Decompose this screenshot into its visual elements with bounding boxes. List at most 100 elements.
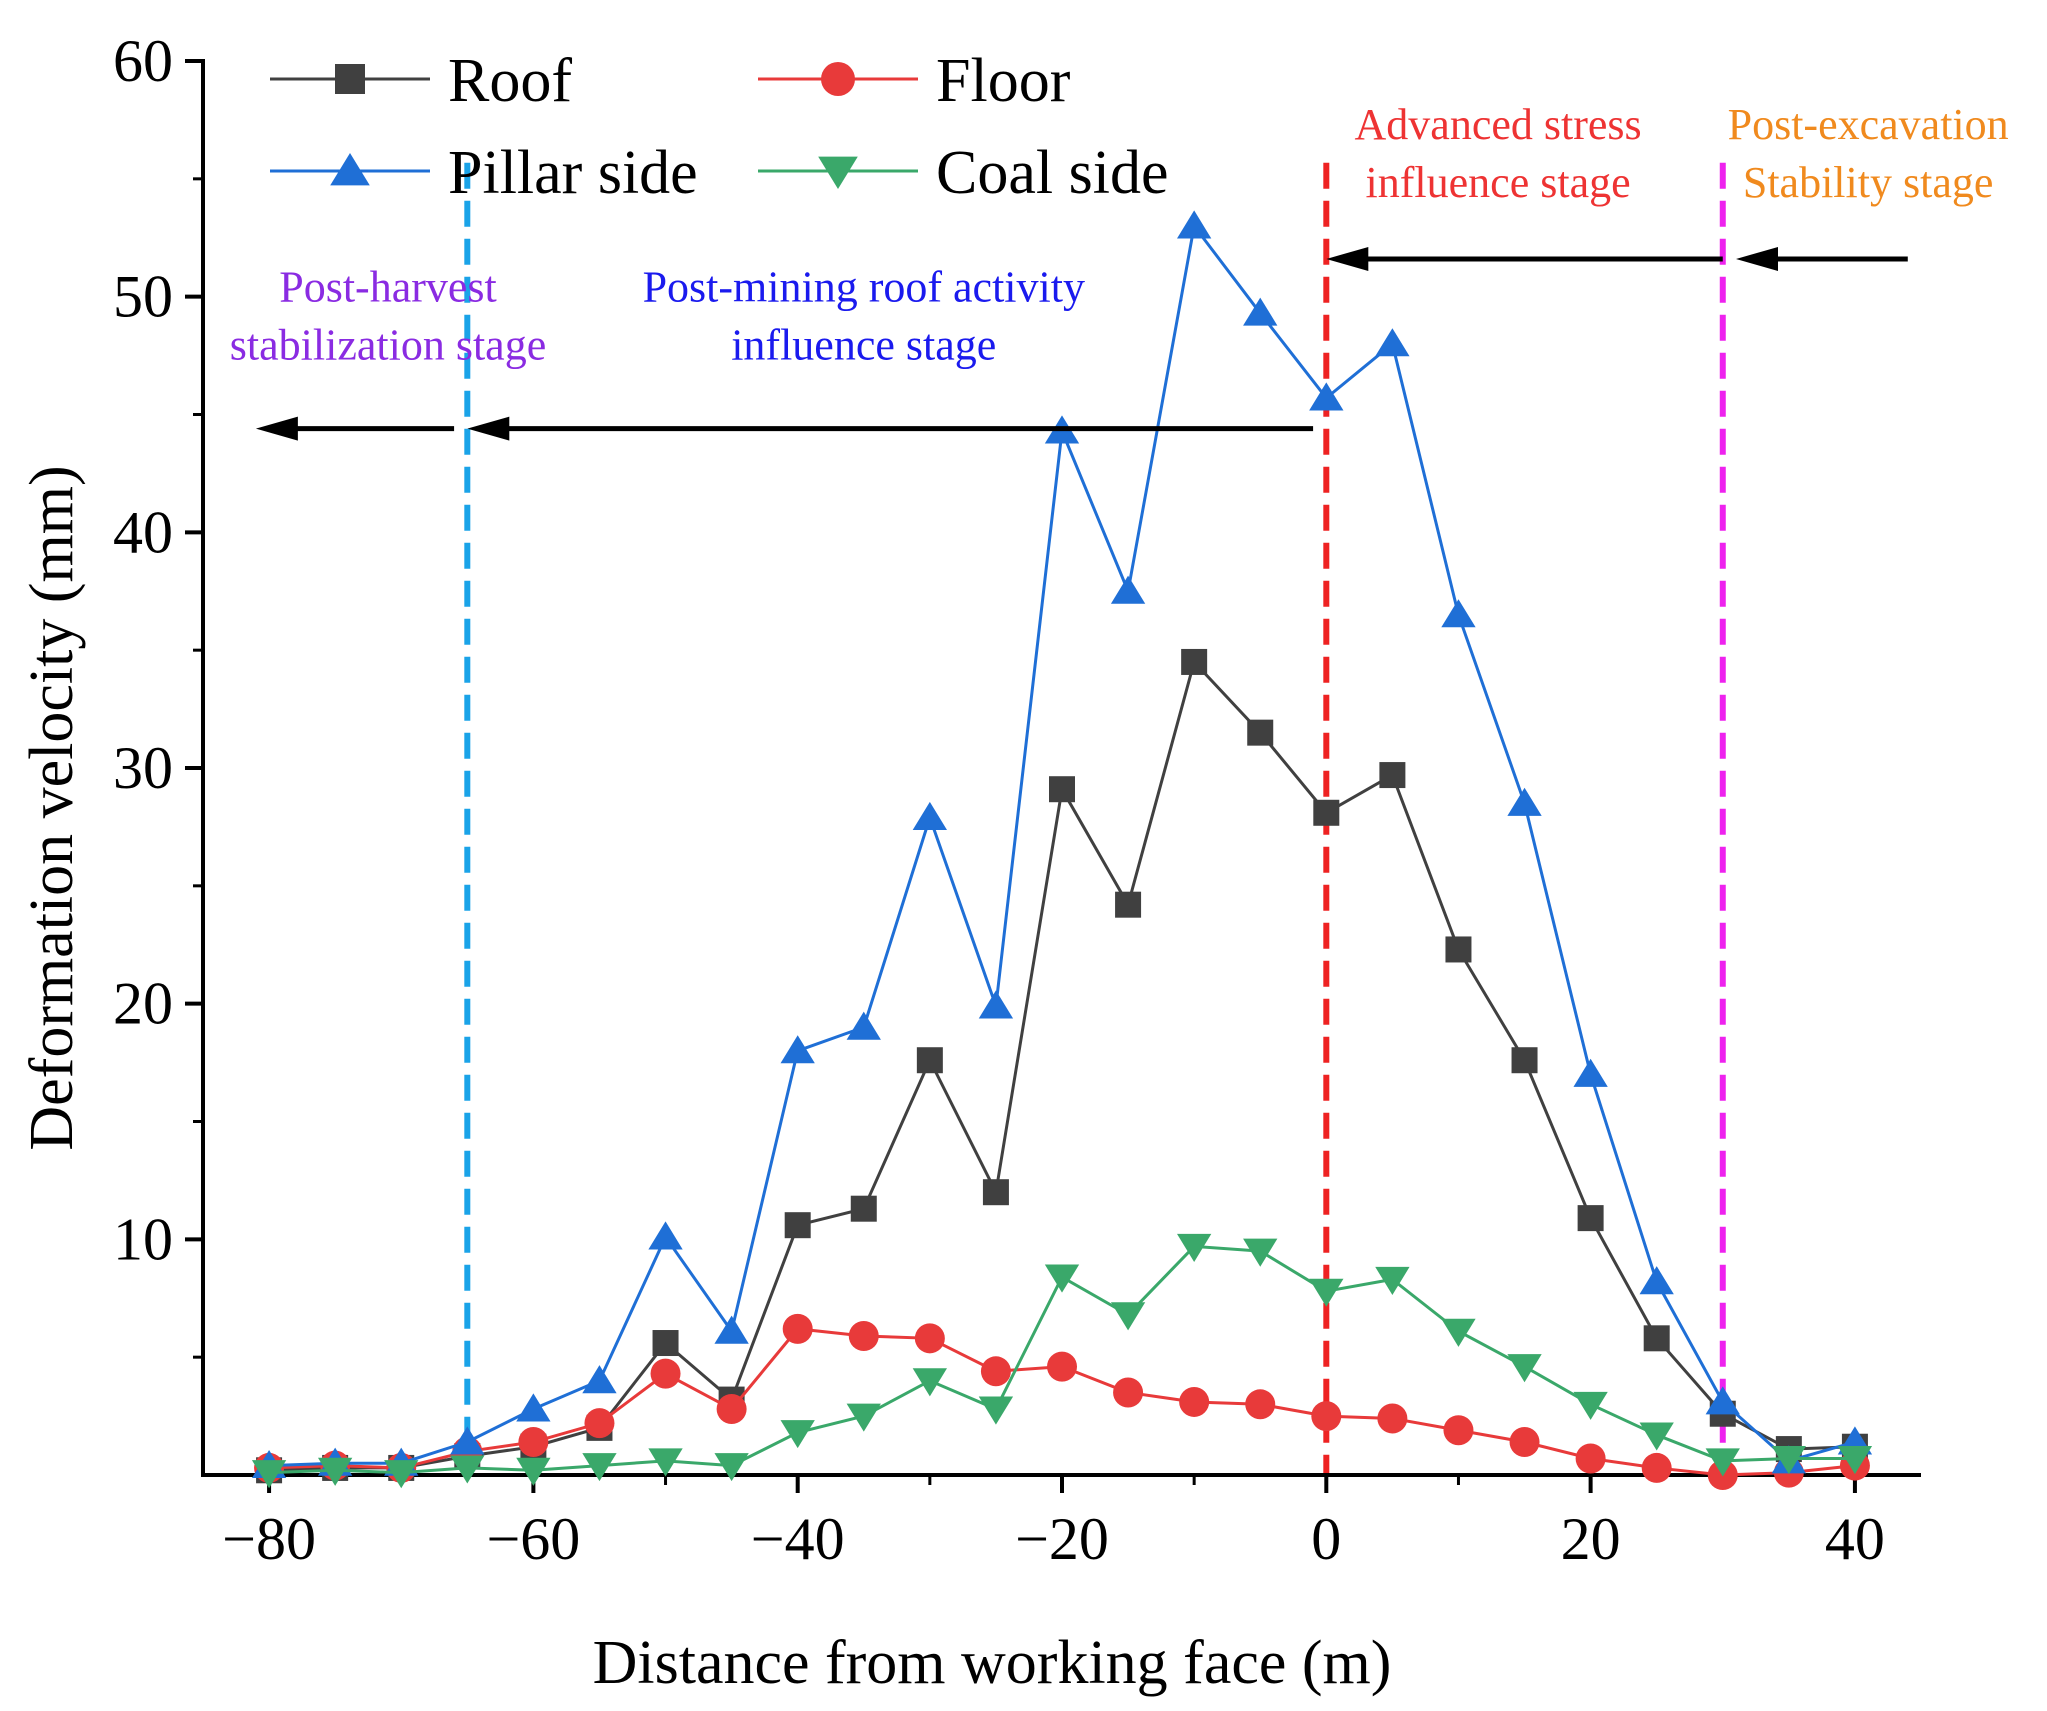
stage-arrow-head [467,416,510,441]
ticks: −80 −60 −40 −20 0 20 40 10 20 30 40 50 60 [113,28,1885,1572]
data-point [982,1179,1009,1206]
legend-swatch-marker [821,62,855,96]
data-point [251,1460,287,1489]
data-point [1575,1443,1606,1474]
data-point [1375,328,1410,357]
data-point [846,1011,881,1040]
data-point [1577,1205,1604,1232]
data-point [648,1448,683,1477]
data-point [978,1396,1014,1425]
legend: Roof Floor Pillar side Coal side [270,47,1168,207]
data-point [652,1330,679,1357]
data-point [516,1393,551,1422]
data-point [1441,599,1476,628]
y-axis-title: Deformation velocity (mm) [18,465,86,1150]
x-tick-label: −40 [751,1506,845,1572]
data-point [780,1035,815,1064]
data-point [1641,1452,1672,1483]
data-point [914,1323,945,1354]
data-point [848,1320,879,1351]
data-point [450,1455,485,1484]
data-point [784,1212,811,1239]
x-tick-label: −80 [222,1506,316,1572]
legend-label: Floor [936,47,1071,115]
y-tick-label: 10 [113,1206,173,1272]
data-point [518,1427,549,1458]
data-point [1047,1351,1077,1382]
stage-annotation-text: Stability stage [1743,158,1994,207]
data-point [1705,1386,1740,1415]
data-point [1511,1047,1538,1074]
data-point [1113,1377,1144,1408]
x-axis-title: Distance from working face (m) [593,1629,1392,1697]
data-point [1181,648,1208,675]
legend-swatch-marker [818,156,858,189]
data-point [1573,1391,1608,1420]
data-point [1179,1386,1210,1417]
x-tick-label: 40 [1825,1506,1885,1572]
stage-annotation-text: Post-mining roof activity [643,262,1085,311]
data-point [384,1460,419,1489]
data-point [1049,776,1075,803]
data-point [1313,799,1340,826]
y-tick-label: 20 [113,971,173,1037]
data-point [650,1358,681,1389]
data-point [1445,936,1472,963]
data-point [582,1453,617,1482]
x-tick-label: −60 [486,1506,580,1572]
data-point [1110,1302,1146,1331]
y-tick-label: 40 [113,499,173,565]
x-tick-label: −20 [1015,1506,1109,1572]
data-point [1639,1422,1674,1451]
data-point [716,1394,747,1425]
legend-item: Roof [270,47,572,115]
data-point [317,1457,353,1486]
legend-label: Roof [448,47,572,115]
data-point [1377,1403,1408,1434]
data-point [1247,719,1274,746]
data-point [1176,1233,1212,1263]
data-point [1110,575,1146,604]
stage-annotation-text: influence stage [731,320,996,369]
legend-swatch-marker [335,64,365,94]
data-point [1311,1401,1342,1432]
data-point [714,1453,749,1482]
data-point [1705,1448,1740,1477]
data-point [1771,1446,1807,1475]
data-point [912,1368,948,1397]
data-point [1044,1264,1080,1293]
stage-annotation-text: Advanced stress [1355,100,1642,149]
data-point [1379,762,1406,789]
legend-item: Floor [758,47,1071,115]
data-point [714,1315,749,1344]
data-point [782,1313,813,1344]
data-point [450,1426,485,1455]
data-point [1309,1278,1344,1307]
legend-item: Pillar side [270,139,698,207]
data-point [584,1408,615,1439]
data-point [1573,1058,1608,1087]
legend-label: Coal side [936,139,1168,207]
stage-arrows [255,246,1908,441]
series-group [251,210,1873,1490]
data-point [1309,382,1344,411]
stage-arrow-head [1326,246,1369,271]
data-point [912,801,948,830]
legend-label: Pillar side [448,139,698,207]
data-point [916,1047,943,1074]
data-point [1507,787,1542,816]
data-point [780,1420,815,1449]
series-line [269,1327,1856,1477]
data-point [978,990,1014,1019]
data-point [1243,1238,1278,1267]
data-point [648,1221,683,1250]
stage-annotations: Post-harvest stabilization stage Post-mini… [230,100,2009,370]
series-coal-side [251,1233,1873,1489]
x-tick-label: 0 [1311,1506,1341,1572]
data-point [1441,1318,1476,1347]
data-point [1507,1354,1542,1383]
data-point [1509,1427,1540,1458]
data-point [980,1356,1011,1387]
stage-arrow-head [255,416,298,441]
